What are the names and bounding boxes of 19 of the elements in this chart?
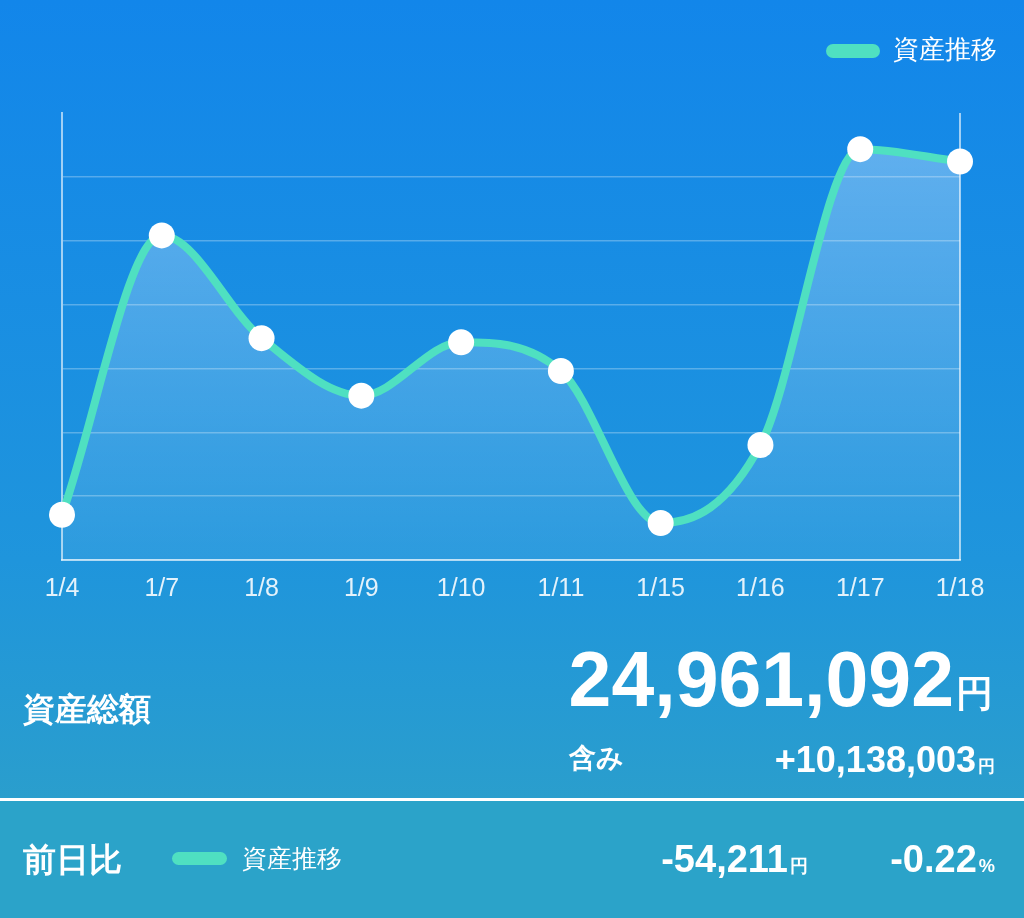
- x-tick-label: 1/18: [935, 572, 985, 601]
- text: -54,211円: [661, 838, 808, 880]
- x-tick-label: 1/17: [835, 572, 885, 601]
- x-tick-label: 1/7: [144, 572, 180, 601]
- x-tick-label: 1/4: [44, 572, 80, 601]
- text: -0.22%: [890, 838, 995, 880]
- x-tick-label: 1/8: [244, 572, 279, 601]
- text: 含み: [569, 742, 624, 773]
- text: 資産推移: [242, 844, 342, 872]
- legend-label: 資産推移: [893, 34, 997, 65]
- x-tick-label: 1/10: [436, 572, 486, 601]
- text: 資産総額: [23, 691, 151, 727]
- text: 前日比: [23, 840, 122, 878]
- x-tick-label: 1/16: [736, 572, 785, 601]
- x-tick-label: 1/11: [537, 572, 585, 601]
- text: +10,138,003円: [774, 739, 995, 780]
- x-tick-label: 1/9: [343, 572, 379, 601]
- text: 24,961,092円: [568, 635, 993, 722]
- x-tick-label: 1/15: [636, 572, 685, 601]
